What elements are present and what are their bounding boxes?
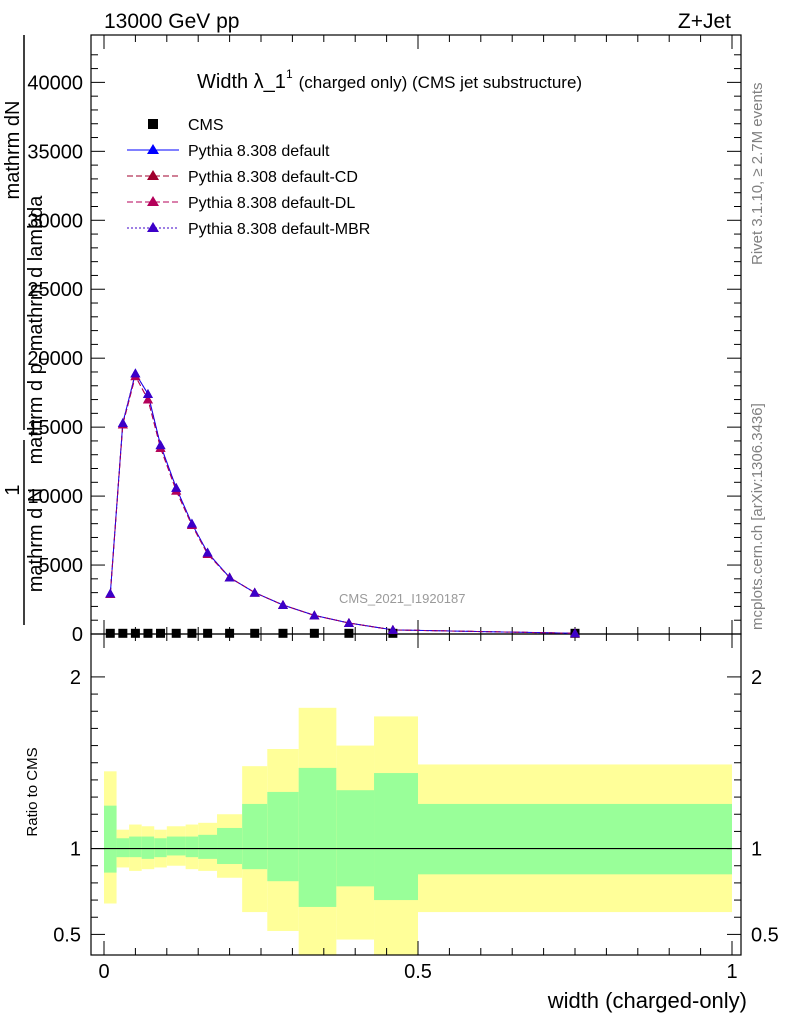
mc-series-marker (249, 587, 260, 597)
y-tick-label: 5000 (39, 555, 84, 577)
ratio-plot-frame (90, 633, 742, 956)
ratio-band-inner (298, 767, 337, 907)
plot-title-sup: 1 (286, 67, 293, 81)
legend: CMS Pythia 8.308 default Pythia 8.308 defa… (127, 117, 370, 238)
y-tick-label: 20000 (27, 348, 83, 370)
y-tick-label: 40000 (27, 72, 83, 94)
ratio-band-inner (242, 803, 268, 870)
ratio-band-inner (418, 803, 732, 875)
y-label-prefix-den: mathrm d N (25, 488, 47, 592)
data-markers (105, 368, 580, 638)
energy-label: 13000 GeV pp (104, 10, 239, 33)
y-label-denominator-sub: T (36, 355, 51, 363)
x-tick-label: 0.5 (404, 961, 432, 983)
mc-series-marker (142, 389, 153, 399)
cms-data-point (278, 628, 288, 638)
mc-series-line (109, 374, 576, 634)
cms-data-point (130, 628, 140, 638)
plot-title-main: Width λ_1 (197, 71, 286, 93)
y-axis-label: 1 mathrm d N mathrm dN mathrm d pTmathrm… (2, 35, 51, 625)
plot-title-rest: (charged only) (CMS jet substructure) (299, 73, 582, 92)
ratio-band-inner (104, 805, 117, 873)
mc-series-marker (277, 600, 288, 610)
ratio-axes: 0.5 0.5 1 1 2 2 0 0.5 1 (53, 634, 779, 983)
ratio-y-label: Ratio to CMS (24, 747, 41, 836)
ratio-y-tick-label: 2 (70, 667, 81, 689)
ratio-y-tick-label: 1 (70, 839, 81, 861)
process-label: Z+Jet (678, 10, 731, 33)
mc-series-marker (117, 418, 128, 428)
mcplots-side-label: mcplots.cern.ch [arXiv:1306.3436] (749, 403, 766, 630)
mc-series-marker (224, 572, 235, 582)
legend-marker-triangle (147, 144, 159, 154)
cms-data-point (143, 628, 153, 638)
y-tick-label: 25000 (27, 279, 83, 301)
mc-series-marker (130, 368, 141, 378)
y-tick-label: 30000 (27, 210, 83, 232)
cms-data-point (203, 628, 213, 638)
legend-label: Pythia 8.308 default-DL (188, 195, 355, 212)
cms-data-point (156, 628, 166, 638)
y-label-numerator: mathrm dN (2, 101, 24, 200)
ratio-band-inner (141, 836, 155, 859)
main-axes: 0 5000 10000 15000 20000 25000 30000 35000 40000 (27, 35, 741, 646)
mc-series-marker (155, 440, 166, 450)
x-tick-label: 0 (98, 961, 109, 983)
cms-data-point (309, 628, 319, 638)
y-tick-label: 0 (72, 624, 83, 646)
ratio-band-inner (267, 791, 299, 882)
legend-marker-triangle (147, 222, 159, 232)
ratio-y-tick-label-right: 0.5 (751, 924, 779, 946)
legend-label: Pythia 8.308 default-CD (188, 169, 358, 186)
cms-data-point (187, 628, 197, 638)
analysis-watermark: CMS_2021_I1920187 (339, 591, 466, 606)
mc-series-marker (186, 518, 197, 528)
legend-marker-cms (148, 119, 158, 129)
ratio-y-tick-label-right: 2 (751, 667, 762, 689)
mc-series-marker (142, 394, 153, 404)
ratio-y-tick-label: 0.5 (53, 924, 81, 946)
ratio-band-inner (154, 838, 167, 858)
cms-data-point (250, 628, 260, 638)
ratio-band-inner (336, 790, 375, 887)
ratio-band-inner (116, 838, 130, 858)
mc-series-marker (105, 588, 116, 598)
cms-data-point (344, 628, 354, 638)
ratio-band-inner (198, 834, 218, 859)
x-tick-label: 1 (726, 961, 737, 983)
mc-series-marker (570, 628, 580, 638)
cms-data-point (171, 628, 181, 638)
mc-series-marker (309, 610, 320, 620)
y-label-prefix-num: 1 (2, 484, 24, 495)
x-axis-label: width (charged-only) (547, 988, 747, 1013)
ratio-band-inner (129, 836, 142, 858)
legend-label: CMS (188, 117, 224, 134)
mc-series-marker (202, 547, 213, 557)
y-tick-label: 15000 (27, 417, 83, 439)
legend-marker-triangle (147, 196, 159, 206)
cms-data-point (105, 628, 115, 638)
rivet-side-label: Rivet 3.1.10, ≥ 2.7M events (749, 83, 766, 266)
legend-label: Pythia 8.308 default (188, 143, 330, 160)
y-tick-label: 35000 (27, 141, 83, 163)
y-label-denominator: mathrm d pTmathrm d lambda (25, 195, 51, 465)
mc-series-marker (387, 624, 398, 634)
ratio-bands (104, 707, 732, 955)
ratio-band-inner (166, 836, 186, 856)
ratio-band-inner (374, 773, 418, 901)
mc-series-marker (171, 482, 182, 492)
cms-data-point (225, 628, 235, 638)
ratio-band-inner (217, 827, 243, 865)
cms-data-point (118, 628, 128, 638)
legend-label: Pythia 8.308 default-MBR (188, 221, 370, 238)
y-tick-label: 10000 (27, 486, 83, 508)
legend-marker-triangle (147, 170, 159, 180)
ratio-y-tick-label-right: 1 (751, 839, 762, 861)
mc-series-marker (343, 617, 354, 627)
ratio-band-inner (185, 836, 199, 858)
plot-title: Width λ_11 (charged only) (CMS jet substr… (197, 67, 582, 93)
